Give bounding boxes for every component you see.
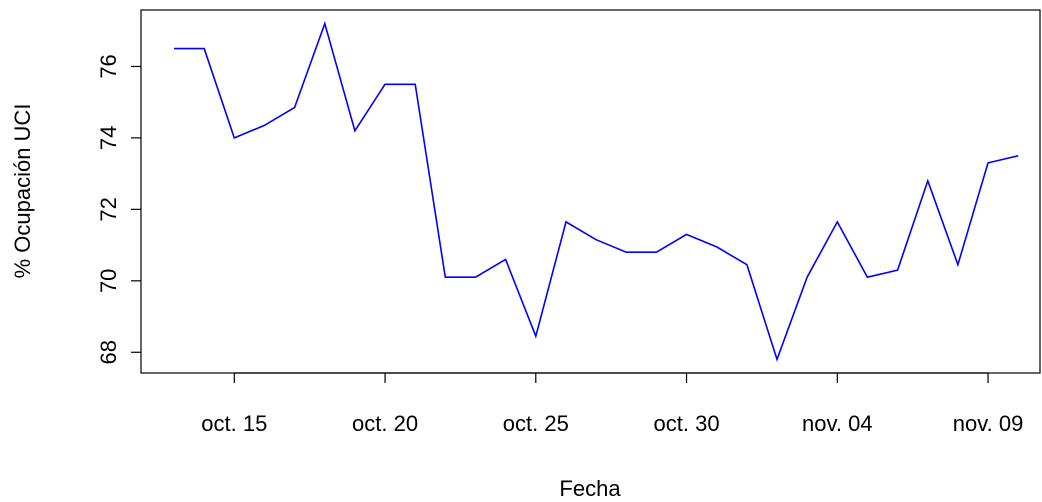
plot-box <box>140 9 1041 374</box>
y-tick-label: 70 <box>96 269 121 293</box>
y-axis-label: % Ocupación UCI <box>10 104 35 279</box>
y-tick-label: 74 <box>96 126 121 150</box>
y-tick-label: 72 <box>96 197 121 221</box>
x-tick-label: nov. 09 <box>953 411 1024 436</box>
x-tick-label: oct. 15 <box>201 411 267 436</box>
x-tick-label: nov. 04 <box>802 411 873 436</box>
data-line <box>174 20 1019 362</box>
x-tick-label: oct. 20 <box>352 411 418 436</box>
y-tick-label: 76 <box>96 54 121 78</box>
x-tick-label: oct. 30 <box>654 411 720 436</box>
x-axis-label: Fecha <box>559 476 621 501</box>
y-tick-label: 68 <box>96 340 121 364</box>
x-tick-label: oct. 25 <box>503 411 569 436</box>
